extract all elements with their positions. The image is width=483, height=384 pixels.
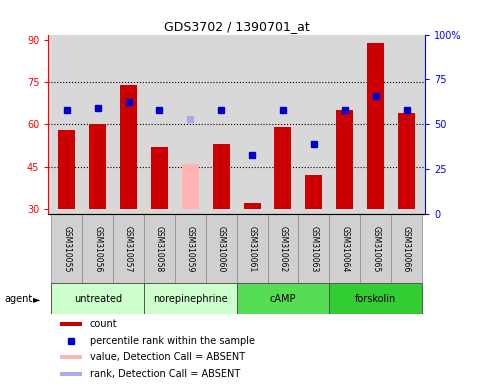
Bar [274, 127, 291, 209]
Bar [305, 175, 322, 209]
Bar [175, 214, 206, 283]
Bar [268, 214, 298, 283]
Text: GSM310066: GSM310066 [402, 226, 411, 272]
Text: GSM310058: GSM310058 [155, 226, 164, 272]
Bar [336, 110, 353, 209]
Bar [51, 283, 144, 314]
Bar [89, 124, 106, 209]
Text: forskolin: forskolin [355, 294, 396, 304]
Text: cAMP: cAMP [270, 294, 296, 304]
Bar [298, 214, 329, 283]
Text: untreated: untreated [73, 294, 122, 304]
Text: GSM310059: GSM310059 [186, 226, 195, 272]
Text: agent: agent [5, 294, 33, 304]
Bar [360, 214, 391, 283]
Text: GSM310061: GSM310061 [248, 226, 256, 272]
Text: percentile rank within the sample: percentile rank within the sample [90, 336, 255, 346]
Text: ►: ► [32, 294, 40, 304]
Bar [329, 283, 422, 314]
Bar [329, 214, 360, 283]
Text: rank, Detection Call = ABSENT: rank, Detection Call = ABSENT [90, 369, 240, 379]
Bar [182, 164, 199, 209]
Title: GDS3702 / 1390701_at: GDS3702 / 1390701_at [164, 20, 310, 33]
Bar [58, 130, 75, 209]
Text: GSM310062: GSM310062 [279, 226, 287, 272]
Bar [391, 214, 422, 283]
Bar [367, 43, 384, 209]
Text: count: count [90, 319, 117, 329]
Bar [82, 214, 113, 283]
Bar [144, 283, 237, 314]
Bar [59, 372, 82, 376]
Text: value, Detection Call = ABSENT: value, Detection Call = ABSENT [90, 352, 245, 362]
Bar [51, 214, 82, 283]
Text: GSM310063: GSM310063 [310, 226, 318, 272]
Bar [113, 214, 144, 283]
Text: GSM310064: GSM310064 [340, 226, 349, 272]
Bar [120, 85, 137, 209]
Bar [237, 283, 329, 314]
Text: GSM310057: GSM310057 [124, 226, 133, 272]
Bar [144, 214, 175, 283]
Bar [243, 203, 261, 209]
Bar [59, 323, 82, 326]
Text: GSM310065: GSM310065 [371, 226, 380, 272]
Bar [151, 147, 168, 209]
Bar [237, 214, 268, 283]
Text: norepinephrine: norepinephrine [153, 294, 227, 304]
Text: GSM310055: GSM310055 [62, 226, 71, 272]
Text: GSM310056: GSM310056 [93, 226, 102, 272]
Bar [213, 144, 230, 209]
Bar [398, 113, 415, 209]
Bar [59, 355, 82, 359]
Bar [206, 214, 237, 283]
Text: GSM310060: GSM310060 [217, 226, 226, 272]
